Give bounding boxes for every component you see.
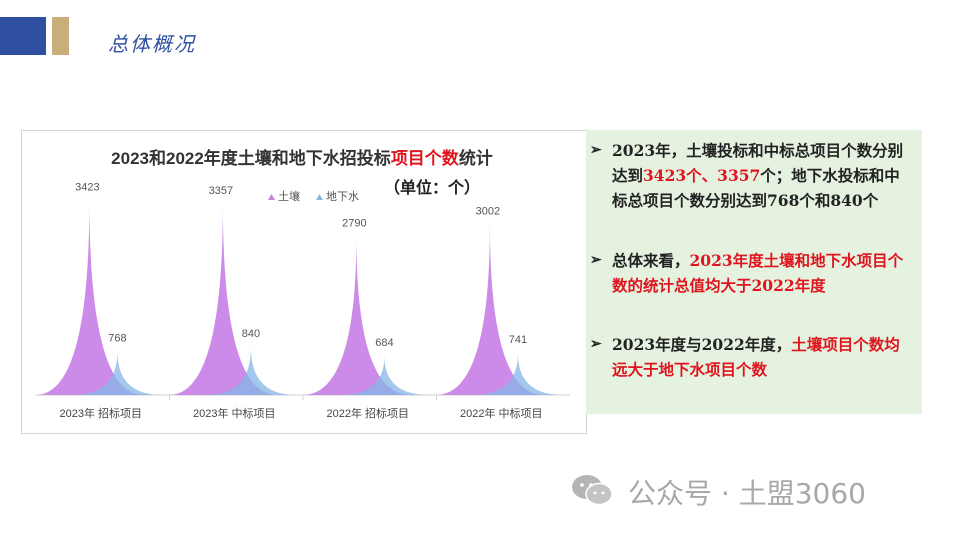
data-label-groundwater-1: 768: [108, 332, 126, 344]
x-tick-label-2: 2023年 中标项目: [193, 406, 276, 420]
legend-marker-2: [316, 194, 323, 200]
area-soil-3: [302, 236, 411, 395]
header-accent-blue: [0, 17, 46, 55]
bullet-text: 2023年，土壤投标和中标总项目个数分别达到3423个、3357个；地下水投标和…: [612, 138, 912, 213]
chart-title-part-3: 统计: [459, 148, 493, 168]
page-title: 总体概况: [108, 32, 196, 56]
bullet-3-part-2: 土壤项目个数均远大于地下水项目个数: [612, 335, 900, 379]
bullet-2-part-1: 总体来看，: [612, 251, 690, 270]
legend-label-1: 土壤: [278, 189, 300, 203]
chart-plot-area: 3423 768 2023年 招标项目 3357 840 2023年 中标项目 2790 68…: [35, 181, 570, 420]
bullet-text: 总体来看，2023年度土壤和地下水项目个数的统计总值均大于2022年度: [612, 248, 912, 298]
summary-bullet-1: ➢ 2023年，土壤投标和中标总项目个数分别达到3423个、3357个；地下水投标…: [586, 138, 922, 213]
header-accent-tan: [52, 17, 69, 55]
watermark-text: 公众号 · 土盟3060: [628, 477, 866, 510]
legend-label-2: 地下水: [326, 190, 359, 203]
area-soil-1: [35, 200, 144, 395]
chart-title: 2023和2022年度土壤和地下水招投标项目个数统计: [111, 148, 493, 168]
bullet-3-part-1: 2023年度与2022年度，: [612, 335, 792, 354]
chart-title-part-1: 2023和2022年度土壤和地下水招投标: [111, 148, 391, 168]
data-label-groundwater-4: 741: [509, 334, 527, 346]
area-soil-4: [435, 224, 544, 395]
data-label-soil-3: 2790: [342, 217, 366, 229]
summary-bullet-2: ➢ 总体来看，2023年度土壤和地下水项目个数的统计总值均大于2022年度: [586, 248, 922, 298]
watermark: 公众号 · 土盟3060: [570, 470, 930, 510]
bullet-1-part-2: 3423个、3357: [643, 166, 761, 185]
area-groundwater-1: [72, 351, 163, 395]
bullet-2-part-2: 2023年度土壤和地下水项目个数的统计总值均大于2022年度: [612, 251, 904, 295]
data-label-soil-1: 3423: [75, 181, 99, 193]
data-label-soil-4: 3002: [476, 205, 500, 217]
summary-bullet-3: ➢ 2023年度与2022年度，土壤项目个数均远大于地下水项目个数: [586, 332, 922, 382]
area-groundwater-4: [472, 352, 563, 395]
bullet-arrow-icon: ➢: [590, 252, 602, 268]
bullet-1-part-1: 2023年，土壤投标和中标总项目个数分别达到: [612, 141, 904, 185]
bullet-arrow-icon: ➢: [590, 142, 602, 158]
chart-title-part-2: 项目个数: [391, 148, 460, 168]
bullet-arrow-icon: ➢: [590, 336, 602, 352]
x-tick-label-3: 2022年 招标项目: [326, 406, 409, 420]
bullet-text: 2023年度与2022年度，土壤项目个数均远大于地下水项目个数: [612, 332, 912, 382]
x-tick-label-4: 2022年 中标项目: [460, 406, 543, 420]
chart-unit-note: （单位：个）: [384, 178, 480, 197]
x-tick-label-1: 2023年 招标项目: [59, 406, 142, 420]
data-label-groundwater-2: 840: [242, 328, 260, 340]
summary-panel: ➢ 2023年，土壤投标和中标总项目个数分别达到3423个、3357个；地下水投标…: [586, 130, 922, 414]
area-groundwater-2: [205, 347, 296, 395]
chart-panel: 2023和2022年度土壤和地下水招投标项目个数统计 （单位：个） 土壤 地下水 …: [21, 130, 587, 434]
area-groundwater-3: [339, 356, 430, 395]
data-label-groundwater-3: 684: [375, 337, 393, 349]
chart-legend: 土壤 地下水: [268, 189, 359, 203]
bullet-1-part-3: 个；地下水投标和中标总项目个数分别达到768个和840个: [612, 166, 900, 210]
data-label-soil-2: 3357: [209, 185, 233, 197]
area-soil-2: [168, 204, 277, 395]
wechat-icon: [572, 475, 613, 506]
chart-svg: 2023和2022年度土壤和地下水招投标项目个数统计 （单位：个） 土壤 地下水 …: [35, 148, 570, 420]
legend-marker-1: [268, 194, 275, 200]
